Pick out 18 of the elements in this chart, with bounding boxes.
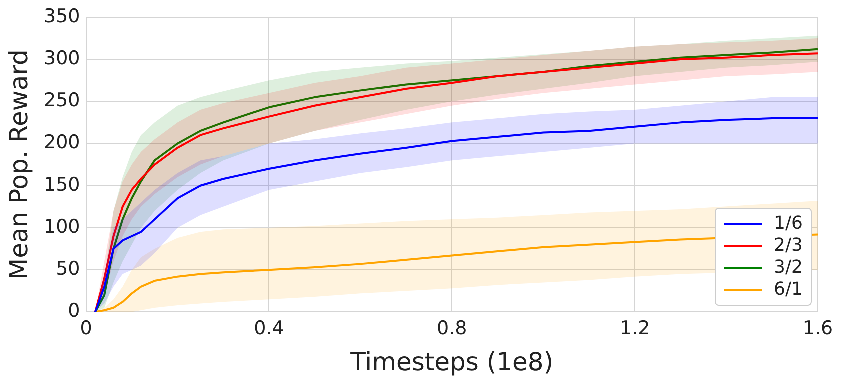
y-tick-label: 250 <box>44 90 80 112</box>
legend-label: 1/6 <box>774 213 803 236</box>
x-tick-label: 1.2 <box>620 318 650 340</box>
y-tick-label: 100 <box>44 216 80 238</box>
legend-label: 6/1 <box>774 279 803 302</box>
y-axis-title: Mean Pop. Reward <box>4 50 34 280</box>
y-tick-label: 300 <box>44 47 80 70</box>
x-tick-label: 0.8 <box>437 318 468 340</box>
y-tick-label: 350 <box>44 5 80 28</box>
legend-label: 3/2 <box>774 257 803 280</box>
y-tick-label: 50 <box>56 258 80 280</box>
x-axis-title: Timesteps (1e8) <box>350 348 554 376</box>
y-tick-label: 0 <box>68 300 80 322</box>
y-tick-label: 150 <box>44 174 80 196</box>
x-tick-label: 0.4 <box>254 318 284 340</box>
legend-label: 2/3 <box>774 235 803 258</box>
y-tick-label: 200 <box>44 132 80 154</box>
x-tick-label: 1.6 <box>802 318 834 340</box>
